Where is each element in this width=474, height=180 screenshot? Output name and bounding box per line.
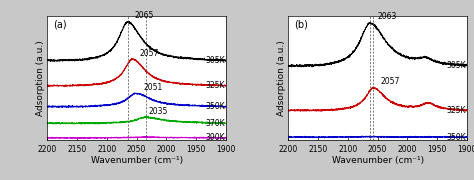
Text: 2035: 2035 bbox=[148, 107, 168, 116]
Y-axis label: Adsorption (a.u.): Adsorption (a.u.) bbox=[277, 40, 286, 116]
Text: 350K: 350K bbox=[205, 102, 225, 111]
Text: 2057: 2057 bbox=[140, 49, 159, 58]
Text: 2057: 2057 bbox=[381, 77, 400, 86]
Text: 350K: 350K bbox=[446, 133, 465, 142]
Text: 305K: 305K bbox=[446, 61, 465, 70]
Text: 325K: 325K bbox=[205, 81, 225, 90]
Text: 325K: 325K bbox=[446, 105, 465, 114]
Text: 305K: 305K bbox=[205, 56, 225, 65]
X-axis label: Wavenumber (cm⁻¹): Wavenumber (cm⁻¹) bbox=[91, 156, 182, 165]
Text: (a): (a) bbox=[53, 20, 66, 30]
Text: (b): (b) bbox=[294, 20, 308, 30]
Text: 370K: 370K bbox=[205, 119, 225, 128]
X-axis label: Wavenumber (cm⁻¹): Wavenumber (cm⁻¹) bbox=[332, 156, 424, 165]
Y-axis label: Adsorption (a.u.): Adsorption (a.u.) bbox=[36, 40, 45, 116]
Text: 2051: 2051 bbox=[143, 84, 163, 93]
Text: 2065: 2065 bbox=[135, 11, 154, 20]
Text: 2063: 2063 bbox=[377, 12, 396, 21]
Text: 390K: 390K bbox=[205, 133, 225, 142]
